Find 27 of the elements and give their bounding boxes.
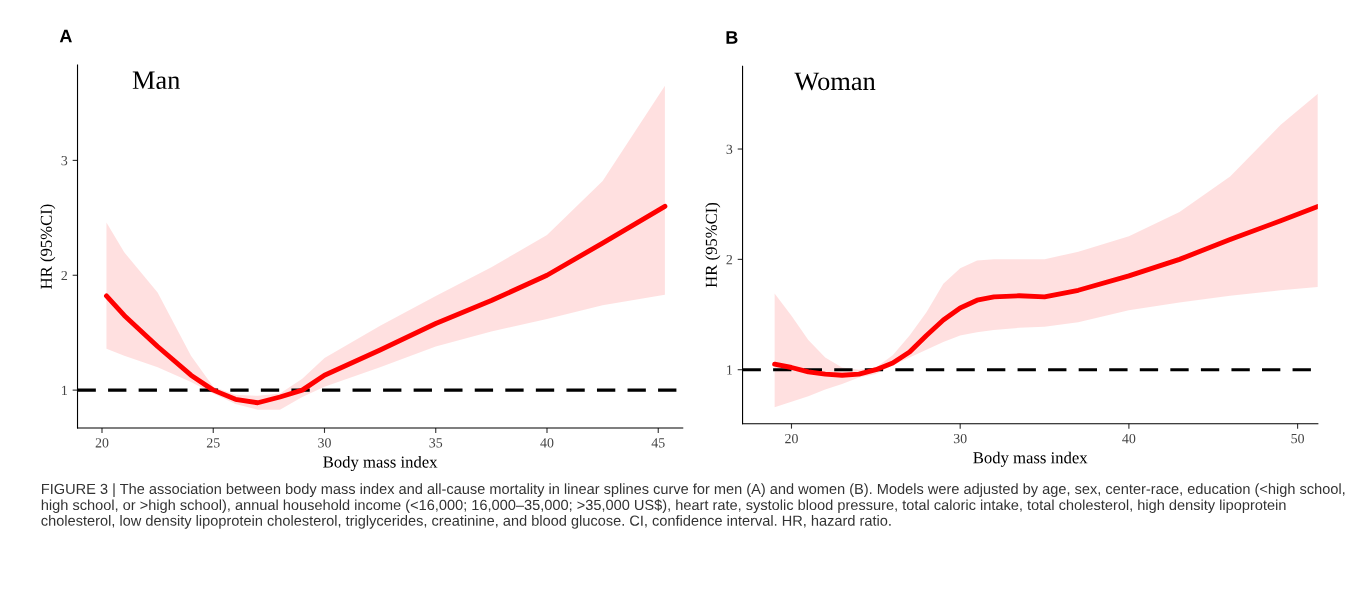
x-tick-label: 20 [95,438,109,448]
x-axis-title: Body mass index [323,455,438,472]
y-tick-label: 1 [62,385,67,395]
x-tick-label: 30 [953,433,967,444]
caption: FIGURE 3 | The association between body mass index and all-cause mortality in linear splines curve for men (A) and women (B). Models were adjusted by age, sex, center-race, education (<high school, high school, or >high school), annual household income (<16,000; 16,000–35,000; >35,000 US$), heart rate, systolic blood pressure, total caloric intake, total cholesterol, high density lipoprotein cholesterol, low density lipoprotein cholesterol, triglycerides, creatinine, and blood glucose. CI, confidence interval. HR, hazard ratio. [41,483,1345,529]
line-series [104,203,668,406]
chart-title: A [59,29,72,43]
y-axis-title: HR (95%CI) [705,202,721,288]
x-tick-label: 40 [540,438,554,448]
chart-title: B [726,31,738,44]
annotation: Man [132,71,180,90]
line-series [772,203,1318,378]
y-tick-label: 2 [61,270,68,281]
x-tick-label: 30 [318,438,331,448]
x-tick-label: 40 [1122,433,1136,444]
x-tick-label: 25 [206,438,220,448]
y-tick-label: 3 [61,156,68,166]
x-tick-label: 45 [651,438,665,448]
annotation: Woman [794,72,876,91]
y-tick-label: 2 [726,254,733,265]
y-axis-title: HR (95%CI) [40,204,56,289]
x-tick-label: 35 [429,438,443,448]
x-axis-title: Body mass index [973,451,1088,467]
x-tick-label: 20 [785,433,798,444]
x-tick-label: 50 [1291,433,1305,444]
y-tick-label: 1 [727,365,732,375]
y-tick-label: 3 [726,144,733,154]
